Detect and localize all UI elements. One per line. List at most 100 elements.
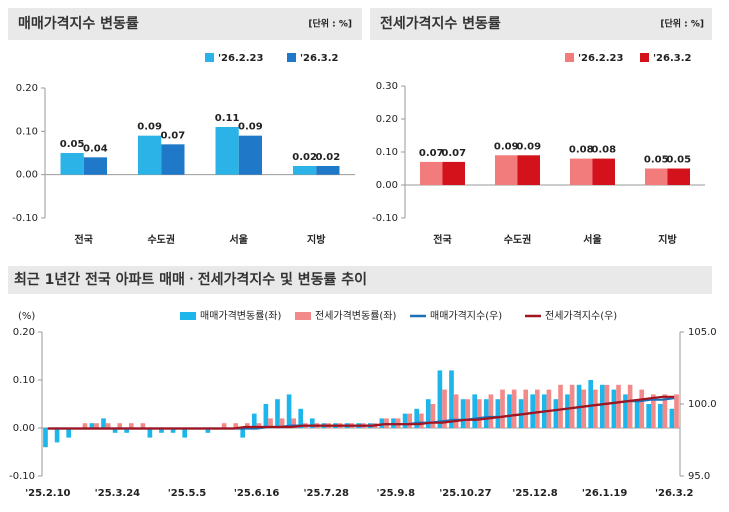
bar	[645, 168, 668, 185]
bar	[669, 408, 675, 428]
bar	[442, 389, 447, 428]
x-tick-label: 전국	[75, 233, 93, 246]
y-tick-label: 0.20	[376, 114, 398, 125]
legend-label: 전세가격지수(우)	[545, 309, 617, 322]
bar	[94, 423, 99, 428]
y-tick-label: -0.10	[12, 213, 38, 224]
bar	[449, 370, 454, 428]
legend-label: 매매가격변동률(좌)	[200, 309, 282, 322]
bar	[256, 423, 262, 428]
unit-label: [단위 : %]	[308, 18, 352, 30]
bar	[245, 423, 250, 428]
x-tick-label: '25.12.8	[512, 488, 557, 499]
bar	[639, 389, 645, 428]
bar	[442, 161, 465, 185]
x-tick-label: '25.5.5	[168, 488, 207, 499]
data-label: 0.05	[644, 155, 669, 166]
bar	[124, 428, 129, 433]
y2-tick-label: 95.0	[688, 471, 710, 482]
legend-swatch	[287, 53, 296, 62]
bar	[268, 418, 273, 428]
bar	[60, 153, 84, 175]
legend-label: 전세가격변동률(좌)	[315, 309, 397, 322]
bar	[477, 399, 482, 428]
chart-title: 최근 1년간 전국 아파트 매매ㆍ전세가격지수 및 변동률 추이	[14, 271, 367, 288]
bar	[89, 423, 95, 428]
bar	[105, 423, 111, 428]
data-label: 0.07	[161, 130, 186, 141]
bar	[182, 428, 187, 438]
y-tick-label: -0.10	[9, 471, 35, 482]
bar	[500, 389, 505, 428]
bar	[604, 384, 610, 428]
y-tick-label: -0.10	[372, 213, 398, 224]
panel-header	[8, 266, 712, 294]
data-label: 0.02	[316, 152, 341, 163]
x-tick-label: 전국	[433, 233, 451, 246]
bar	[205, 428, 211, 433]
x-tick-label: '26.3.2	[655, 488, 694, 499]
bar	[275, 399, 280, 428]
bar	[437, 370, 443, 428]
y-tick-label: 0.30	[376, 81, 398, 92]
legend-swatch	[565, 53, 574, 62]
bar	[483, 399, 489, 428]
bar	[569, 384, 575, 428]
bar	[263, 404, 269, 428]
data-label: 0.04	[83, 143, 108, 154]
bar	[488, 394, 494, 428]
bar	[581, 389, 587, 428]
x-tick-label: 지방	[658, 233, 677, 246]
bar	[530, 394, 535, 428]
bar	[460, 399, 466, 428]
bar	[465, 399, 471, 428]
bar	[83, 157, 107, 175]
bar	[553, 399, 559, 428]
bar	[623, 394, 628, 428]
bar	[291, 418, 297, 428]
bar	[112, 428, 118, 433]
y-tick-label: 0.20	[16, 83, 38, 94]
legend-swatch	[180, 312, 196, 320]
bar	[251, 413, 257, 428]
y-axis-label: (%)	[18, 311, 35, 322]
data-label: 0.09	[238, 122, 263, 133]
bar	[546, 389, 552, 428]
legend-swatch	[205, 53, 214, 62]
bar	[420, 161, 443, 185]
x-tick-label: 수도권	[504, 234, 532, 246]
bar	[425, 399, 431, 428]
x-tick-label: '25.7.28	[303, 488, 348, 499]
x-tick-label: 서울	[583, 233, 601, 246]
bar	[407, 413, 413, 428]
bar	[453, 394, 459, 428]
x-tick-label: '25.9.8	[377, 488, 416, 499]
line	[47, 395, 675, 430]
bar	[588, 380, 593, 428]
legend-label: '26.3.2	[300, 53, 339, 64]
bar	[298, 408, 303, 428]
bar	[379, 418, 385, 428]
data-label: 0.08	[569, 145, 594, 156]
bar	[215, 127, 239, 175]
chart-title: 매매가격지수 변동률	[18, 15, 139, 32]
bar	[592, 158, 615, 185]
bar	[129, 423, 134, 428]
data-label: 0.07	[441, 148, 466, 159]
bar	[419, 413, 424, 428]
bar	[161, 144, 185, 175]
data-label: 0.08	[591, 145, 616, 156]
bar	[674, 394, 679, 428]
y-tick-label: 0.10	[13, 375, 35, 386]
bar	[43, 428, 48, 448]
y-tick-label: 0.00	[13, 423, 35, 434]
bar	[138, 135, 162, 175]
bar	[238, 135, 262, 175]
x-tick-label: '25.3.24	[95, 488, 140, 499]
bar	[414, 408, 419, 428]
legend-label: '26.2.23	[578, 53, 623, 64]
bar	[316, 166, 340, 175]
data-label: 0.05	[60, 139, 85, 150]
data-label: 0.07	[419, 148, 444, 159]
